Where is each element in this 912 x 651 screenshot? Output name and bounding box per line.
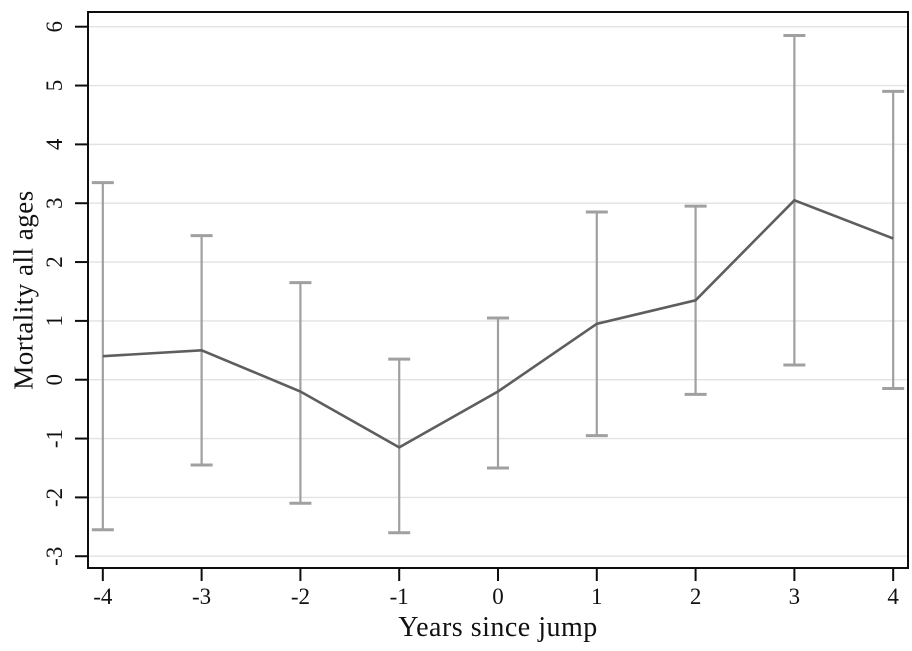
x-tick-label-4: 4: [887, 584, 899, 609]
y-tick-label-1: 1: [42, 315, 67, 327]
y-tick-label-3: 3: [42, 197, 67, 209]
x-axis-title: Years since jump: [398, 612, 598, 643]
y-tick-label-2: 2: [42, 256, 67, 268]
y-tick-label-4: 4: [42, 138, 67, 150]
plot-border: [87, 11, 909, 569]
y-tick-label--1: -1: [42, 429, 67, 448]
x-tick-label-0: 0: [492, 584, 504, 609]
x-tick-label--3: -3: [192, 584, 211, 609]
y-axis-title: Mortality all ages: [8, 190, 39, 390]
x-tick-label-2: 2: [690, 584, 702, 609]
estimate-line: [102, 198, 894, 449]
y-tick-label--3: -3: [42, 547, 67, 566]
y-tick-label-0: 0: [42, 374, 67, 386]
x-tick-label-3: 3: [789, 584, 801, 609]
y-tick-label-5: 5: [42, 80, 67, 92]
y-tick-label--2: -2: [42, 488, 67, 507]
x-tick-label--1: -1: [390, 584, 409, 609]
x-tick-label--4: -4: [93, 584, 113, 609]
x-tick-label--2: -2: [291, 584, 310, 609]
x-tick-label-1: 1: [591, 584, 603, 609]
y-tick-label-6: 6: [42, 21, 67, 32]
